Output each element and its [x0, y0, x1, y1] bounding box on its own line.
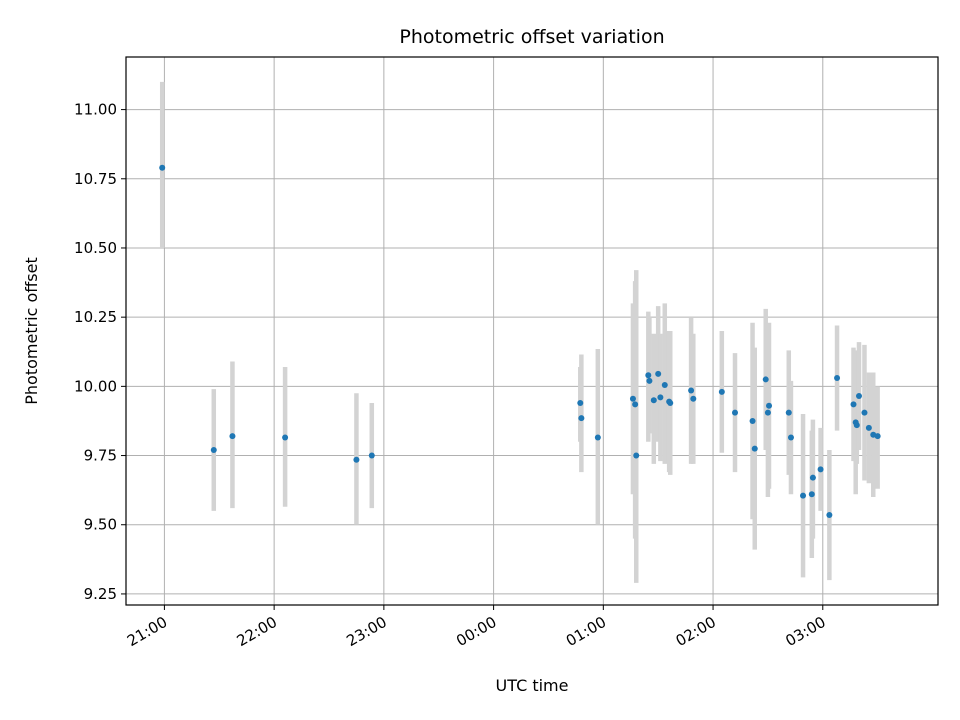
- data-point: [229, 433, 236, 440]
- y-axis: 9.25 9.50 9.75 10.00 10.25 10.50 10.75 11.00: [74, 101, 126, 603]
- data-point: [210, 447, 217, 454]
- y-axis-label: Photometric offset: [22, 257, 41, 405]
- data-point: [855, 393, 862, 400]
- data-point: [645, 372, 652, 379]
- chart-title: Photometric offset variation: [399, 26, 664, 48]
- data-point: [353, 456, 360, 463]
- data-point: [749, 417, 756, 424]
- data-point: [655, 370, 662, 377]
- x-axis-label: UTC time: [496, 676, 569, 695]
- y-tick-label: 10.00: [74, 377, 117, 395]
- data-point: [853, 422, 860, 429]
- data-point: [690, 395, 697, 402]
- data-point: [368, 452, 375, 459]
- data-point: [808, 491, 815, 498]
- data-point: [633, 452, 640, 459]
- gridlines: [126, 57, 938, 605]
- data-point: [762, 376, 769, 383]
- data-point: [766, 402, 773, 409]
- data-point: [629, 395, 636, 402]
- data-point: [159, 164, 166, 171]
- data-point: [732, 409, 738, 416]
- data-point: [817, 466, 824, 473]
- y-tick-label: 11.00: [74, 101, 117, 119]
- data-point: [650, 397, 657, 404]
- data-point: [661, 381, 668, 388]
- data-point: [282, 434, 289, 441]
- y-tick-label: 9.75: [84, 447, 117, 465]
- data-point: [834, 375, 841, 382]
- data-point: [688, 387, 695, 394]
- data-point: [577, 399, 584, 406]
- data-point: [826, 512, 833, 519]
- data-point: [787, 434, 794, 441]
- data-point: [718, 388, 725, 395]
- data-point: [657, 394, 664, 401]
- y-tick-label: 10.25: [74, 308, 117, 326]
- data-point: [800, 492, 807, 499]
- data-point: [646, 377, 653, 384]
- data-point: [751, 445, 758, 452]
- data-point: [874, 433, 881, 440]
- data-point: [861, 409, 868, 416]
- y-tick-label: 10.50: [74, 239, 117, 257]
- data-point: [809, 474, 816, 481]
- y-tick-label: 10.75: [74, 170, 117, 188]
- data-point: [785, 409, 792, 416]
- plot-frame: [125, 56, 939, 606]
- y-tick-label: 9.25: [84, 585, 117, 603]
- data-point: [632, 401, 639, 408]
- data-points: [159, 164, 881, 519]
- data-point: [865, 424, 872, 431]
- data-point: [578, 415, 585, 422]
- data-point: [764, 409, 771, 416]
- data-point: [667, 399, 674, 406]
- y-tick-label: 9.50: [84, 516, 117, 534]
- data-point: [594, 434, 601, 441]
- data-point: [850, 401, 857, 408]
